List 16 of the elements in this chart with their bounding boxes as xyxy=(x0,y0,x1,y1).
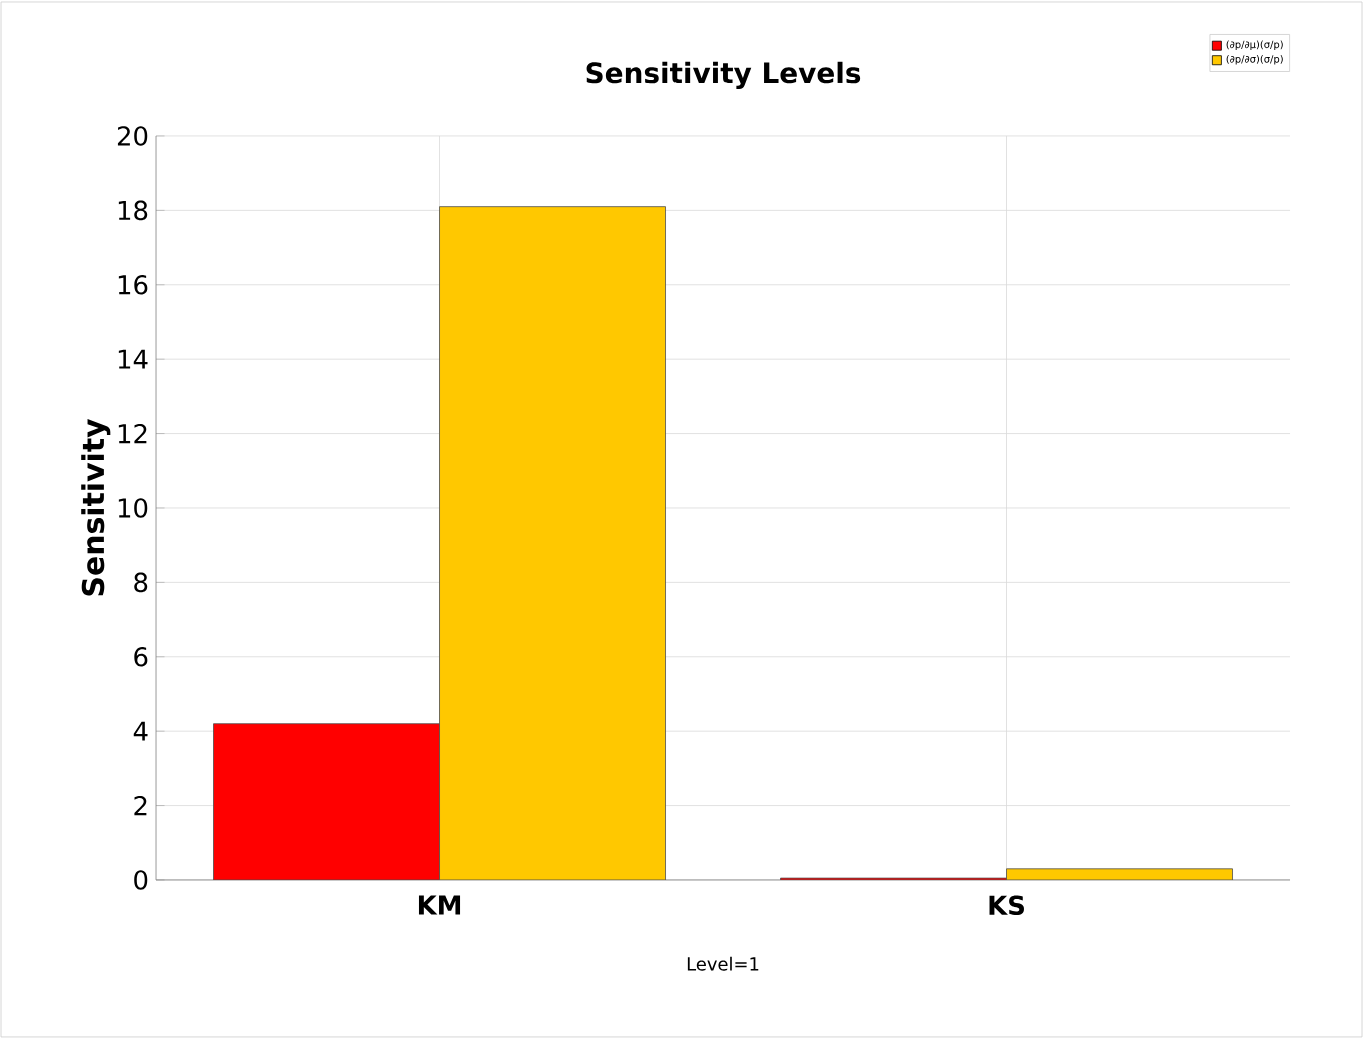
y-tick-label: 14 xyxy=(118,349,148,369)
y-tick-label: 16 xyxy=(118,274,148,295)
y-tick-label: 18 xyxy=(118,200,148,221)
chart-title: Sensitivity Levels xyxy=(586,61,861,89)
y-tick-label: 6 xyxy=(134,646,148,667)
y-tick-label: 12 xyxy=(118,423,147,444)
y-tick-label: 20 xyxy=(117,126,148,146)
x-axis-title: Level=1 xyxy=(687,956,759,971)
y-tick-label: 0 xyxy=(134,870,148,890)
y-tick-label: 4 xyxy=(133,721,148,741)
y-tick-label: 8 xyxy=(134,572,148,593)
y-axis-title: Sensitivity xyxy=(81,418,111,596)
x-tick-label: KS xyxy=(989,895,1024,916)
y-tick-label: 2 xyxy=(134,795,147,816)
x-tick-label: KM xyxy=(418,895,461,915)
y-tick-label: 10 xyxy=(118,498,148,518)
